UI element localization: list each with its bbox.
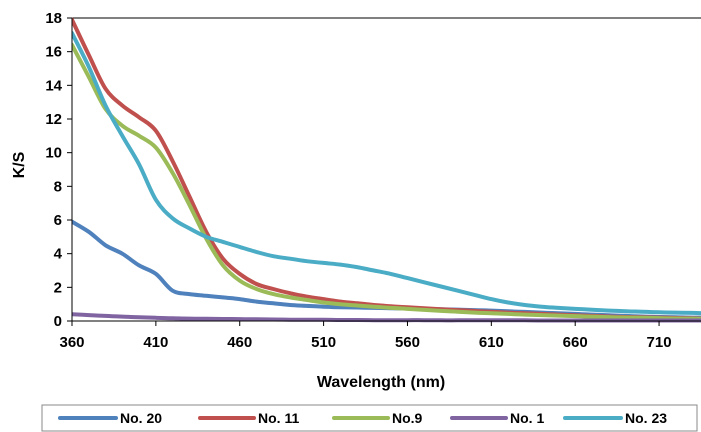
y-tick-label: 6 <box>54 212 62 229</box>
legend-label: No. 20 <box>120 410 162 426</box>
axes: 0 2 4 6 8 10 12 14 16 18 360 410 460 510 560 610 660 710 <box>45 10 701 351</box>
y-tick-label: 16 <box>45 44 62 61</box>
x-tick-label: 710 <box>647 334 672 351</box>
x-tick-label: 460 <box>227 334 252 351</box>
x-tick-label: 360 <box>59 334 84 351</box>
x-axis-title: Wavelength (nm) <box>317 374 445 391</box>
legend-label: No. 1 <box>510 410 544 426</box>
series-line-no-9 <box>72 42 701 321</box>
y-tick-label: 12 <box>45 111 62 128</box>
y-tick-label: 8 <box>54 178 62 195</box>
y-tick-label: 14 <box>45 77 62 94</box>
y-tick-label: 2 <box>54 279 62 296</box>
y-tick-label: 18 <box>45 10 62 27</box>
y-tick-label: 0 <box>54 313 62 330</box>
x-tick-label: 660 <box>563 334 588 351</box>
y-axis-title: K/S <box>11 151 28 178</box>
legend: No. 20 No. 11 No.9 No. 1 No. 23 <box>41 404 698 432</box>
y-tick-label: 4 <box>54 246 63 263</box>
legend-label: No.9 <box>392 410 423 426</box>
series-layer <box>72 17 701 323</box>
legend-label: No. 11 <box>258 410 299 426</box>
x-tick-label: 510 <box>311 334 336 351</box>
series-line-no-23 <box>72 31 701 316</box>
legend-label: No. 23 <box>625 410 667 426</box>
y-tick-label: 10 <box>45 145 62 162</box>
x-tick-label: 410 <box>143 334 168 351</box>
x-tick-label: 610 <box>479 334 504 351</box>
x-tick-label: 560 <box>395 334 420 351</box>
series-line-no-20 <box>72 219 701 320</box>
